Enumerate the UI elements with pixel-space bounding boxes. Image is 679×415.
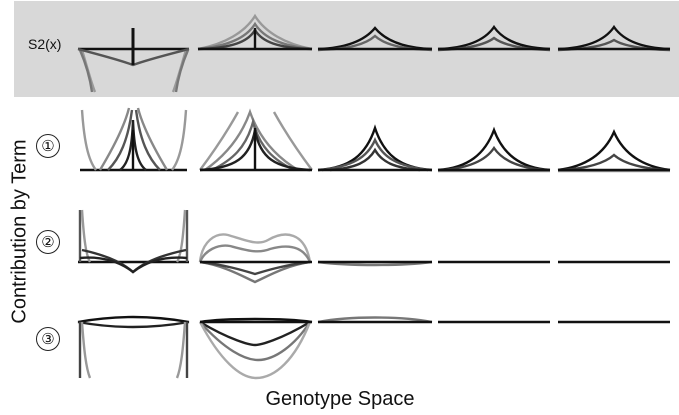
panel-term2-col3	[317, 260, 433, 267]
panel-term2-col1	[78, 209, 189, 274]
panel-term1-col4	[437, 126, 551, 173]
panel-term1-col1	[80, 107, 188, 172]
panel-term1-col5	[557, 129, 671, 173]
panel-s2-col1	[77, 28, 190, 93]
panel-term2-col2	[198, 233, 312, 284]
row-term-3	[77, 315, 670, 380]
row-term-1	[80, 107, 671, 173]
row-label-s2: S2(x)	[28, 36, 61, 52]
panel-s2-col3	[317, 26, 433, 52]
panel-term1-col2	[199, 108, 313, 172]
panel-term3-col3	[317, 316, 433, 324]
panel-s2-col4	[437, 24, 551, 52]
panel-term3-col1	[77, 315, 190, 379]
row-label-term-2: ②	[36, 230, 60, 254]
row-term-2	[78, 209, 670, 284]
panel-term1-col3	[317, 124, 433, 172]
panel-s2-col2	[197, 13, 313, 51]
row-s2	[77, 13, 671, 93]
panel-s2-col5	[557, 24, 671, 52]
panel-term3-col2	[198, 317, 313, 380]
row-label-term-1: ①	[36, 134, 60, 158]
row-label-term-3: ③	[36, 327, 60, 351]
row-label-s2-text: S2(x)	[28, 36, 62, 52]
x-axis-title: Genotype Space	[265, 388, 415, 410]
